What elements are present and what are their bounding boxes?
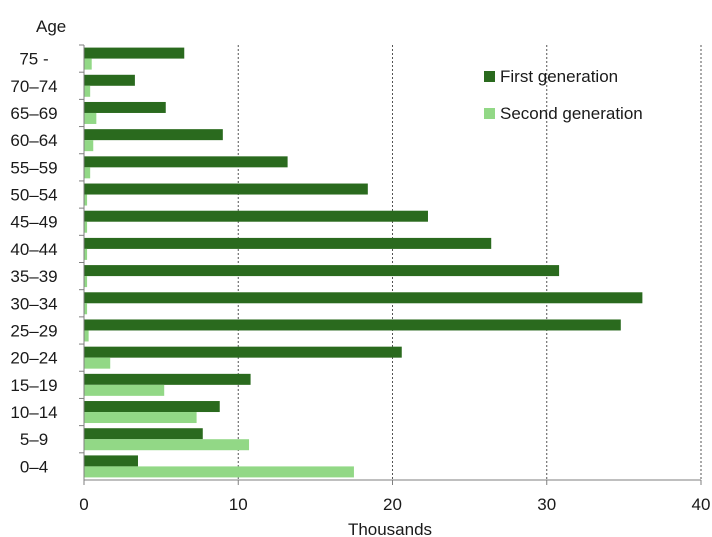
category-label: 70–74 — [10, 77, 57, 96]
category-label: 40–44 — [10, 240, 57, 259]
legend-label: Second generation — [500, 104, 643, 123]
second-generation-bar — [84, 58, 92, 70]
first-generation-bar — [84, 129, 223, 141]
second-generation-bar — [84, 248, 88, 260]
category-label: 50–54 — [10, 186, 57, 205]
x-tick-label: 10 — [229, 495, 248, 514]
first-generation-bar — [84, 292, 643, 304]
legend-label: First generation — [500, 67, 618, 86]
legend-swatch — [484, 71, 495, 82]
category-label: 10–14 — [10, 403, 57, 422]
first-generation-bar — [84, 101, 166, 113]
x-tick-label: 30 — [537, 495, 556, 514]
second-generation-bar — [84, 357, 111, 369]
second-generation-bar — [84, 194, 88, 206]
category-labels: 0–4 5–9 10–14 15–19 20–24 25–29 30–34 35–39 40–4… — [10, 44, 84, 476]
first-generation-bar — [84, 455, 138, 467]
second-generation-bar — [84, 167, 91, 179]
x-tick-label: 0 — [79, 495, 88, 514]
second-generation-bar — [84, 466, 354, 478]
x-tick-label: 40 — [692, 495, 711, 514]
second-generation-bar — [84, 85, 91, 97]
first-generation-bar — [84, 74, 135, 86]
category-label: 5–9 — [20, 430, 48, 449]
category-label: 35–39 — [10, 267, 57, 286]
first-generation-bar — [84, 237, 492, 249]
second-generation-bar — [84, 221, 88, 233]
first-generation-bar — [84, 265, 560, 277]
first-generation-bar — [84, 373, 251, 385]
category-label: 65–69 — [10, 104, 57, 123]
first-generation-bar — [84, 401, 220, 413]
x-axis-ticks: 0 10 20 30 40 — [79, 480, 710, 514]
x-tick-label: 20 — [383, 495, 402, 514]
first-generation-bar — [84, 319, 621, 331]
first-generation-bar — [84, 346, 402, 358]
gridlines — [237, 45, 702, 480]
category-label: 15–19 — [10, 376, 57, 395]
second-generation-bar — [84, 140, 94, 152]
category-label: 30–34 — [10, 294, 57, 313]
y-axis-title: Age — [36, 17, 66, 36]
bars — [84, 47, 643, 478]
second-generation-bar — [84, 330, 89, 342]
category-label: 75 - — [19, 50, 48, 69]
first-generation-bar — [84, 156, 288, 168]
category-label: 25–29 — [10, 321, 57, 340]
first-generation-bar — [84, 47, 185, 59]
second-generation-bar — [84, 439, 250, 451]
first-generation-bar — [84, 428, 203, 440]
category-label: 55–59 — [10, 158, 57, 177]
legend-swatch — [484, 108, 495, 119]
category-label: 45–49 — [10, 213, 57, 232]
x-axis-title: Thousands — [348, 520, 432, 537]
category-label: 20–24 — [10, 349, 57, 368]
legend: First generation Second generation — [484, 67, 643, 123]
first-generation-bar — [84, 183, 368, 195]
second-generation-bar — [84, 276, 88, 288]
category-label: 0–4 — [20, 457, 48, 476]
category-label: 60–64 — [10, 131, 57, 150]
second-generation-bar — [84, 412, 197, 424]
first-generation-bar — [84, 210, 428, 222]
second-generation-bar — [84, 112, 97, 124]
second-generation-bar — [84, 303, 88, 315]
second-generation-bar — [84, 384, 165, 396]
